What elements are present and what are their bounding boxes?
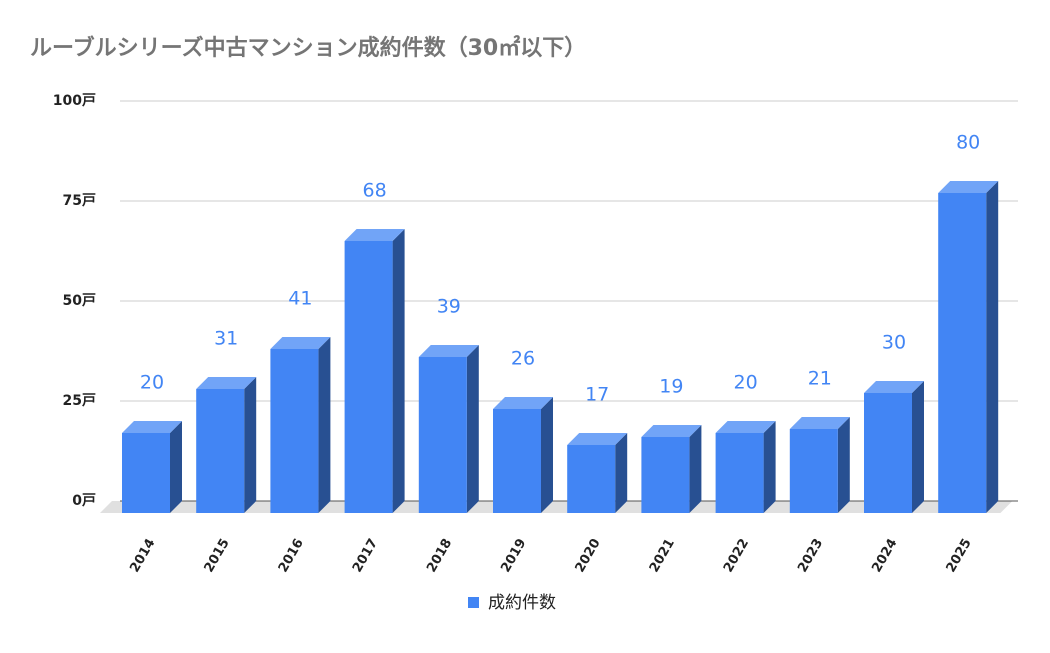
x-tick-label: 2018: [424, 536, 455, 575]
legend-swatch: [468, 597, 479, 608]
y-tick-label: 0戸: [72, 493, 96, 509]
bar-top: [864, 381, 924, 393]
bar-front: [493, 409, 541, 513]
data-label: 26: [511, 348, 535, 370]
bar-front: [864, 393, 912, 513]
data-label: 19: [659, 376, 683, 398]
bar: [122, 421, 182, 513]
bar-front: [938, 193, 987, 513]
bar-top: [567, 433, 628, 445]
bar-side: [912, 381, 924, 513]
data-label: 30: [882, 332, 906, 354]
bar-side: [392, 229, 405, 513]
x-tick-label: 2021: [647, 536, 678, 575]
x-tick-label: 2019: [498, 536, 529, 575]
bar-front: [122, 433, 170, 513]
bar-top: [715, 421, 776, 433]
bar: [418, 345, 479, 513]
data-label: 20: [734, 372, 758, 394]
bar-top: [122, 421, 182, 433]
data-label: 20: [140, 372, 164, 394]
y-tick-label: 50戸: [63, 293, 96, 309]
x-tick-label: 2015: [202, 536, 233, 575]
bar: [938, 181, 999, 513]
bar-front: [196, 389, 245, 513]
bar-top: [938, 181, 999, 193]
x-tick-label: 2023: [795, 536, 826, 575]
bar-side: [837, 417, 850, 513]
legend-label: 成約件数: [488, 593, 556, 613]
bar-front: [418, 357, 467, 513]
bar-side: [763, 421, 776, 513]
data-label: 68: [363, 180, 387, 202]
chart-title: ルーブルシリーズ中古マンション成約件数（30㎡以下）: [30, 35, 586, 61]
bar-top: [641, 425, 702, 437]
y-tick-label: 75戸: [63, 193, 96, 209]
bar: [344, 229, 405, 513]
x-tick-label: 2014: [127, 536, 158, 575]
floor: [100, 501, 1013, 513]
bar-top: [270, 337, 331, 349]
data-label: 80: [956, 132, 980, 154]
bar-top: [418, 345, 479, 357]
bar: [493, 397, 553, 513]
bar-side: [318, 337, 331, 513]
x-tick-label: 2020: [573, 536, 604, 575]
bar-side: [541, 397, 553, 513]
bar-front: [567, 445, 616, 513]
x-tick-label: 2017: [350, 536, 381, 575]
bar-side: [170, 421, 182, 513]
bar-side: [986, 181, 999, 513]
bar-front: [641, 437, 690, 513]
bar: [789, 417, 850, 513]
x-tick-label: 2022: [721, 536, 752, 575]
bar-front: [270, 349, 319, 513]
y-tick-label: 25戸: [63, 393, 96, 409]
bar-side: [244, 377, 257, 513]
x-tick-label: 2024: [869, 536, 900, 575]
bar-side: [466, 345, 479, 513]
data-label: 21: [808, 368, 832, 390]
bar-front: [344, 241, 393, 513]
data-label: 41: [288, 288, 312, 310]
bar: [715, 421, 776, 513]
bar-front: [715, 433, 764, 513]
data-label: 31: [214, 328, 238, 350]
bar-front: [789, 429, 838, 513]
bar-side: [689, 425, 702, 513]
bar-top: [196, 377, 257, 389]
bar-top: [493, 397, 553, 409]
bar-top: [344, 229, 405, 241]
bar: [641, 425, 702, 513]
bar: [270, 337, 331, 513]
bar-side: [615, 433, 628, 513]
bar: [864, 381, 924, 513]
data-label: 17: [585, 384, 609, 406]
x-tick-label: 2025: [944, 536, 975, 575]
y-tick-label: 100戸: [53, 93, 96, 109]
data-label: 39: [437, 296, 461, 318]
bar-top: [789, 417, 850, 429]
bar: [567, 433, 628, 513]
x-tick-label: 2016: [276, 536, 307, 575]
bar: [196, 377, 257, 513]
